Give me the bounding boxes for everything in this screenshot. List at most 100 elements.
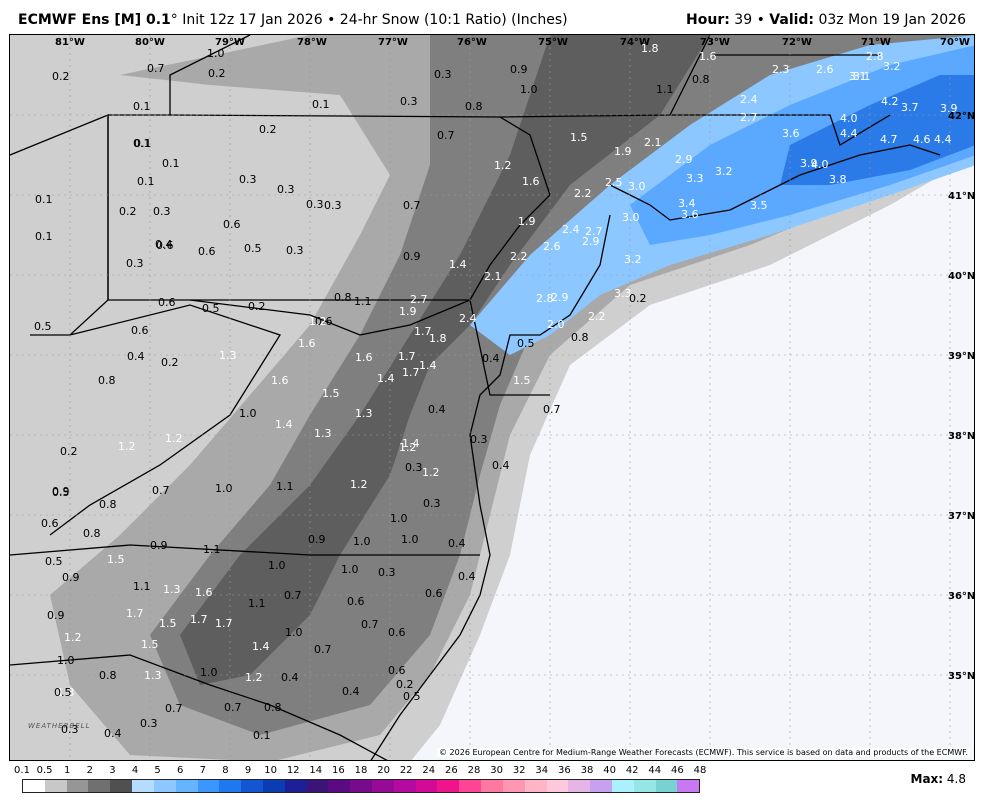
latitude-label: 40°N: [948, 271, 975, 282]
colorbar-tick-label: 38: [580, 765, 594, 776]
snow-amount-label: 3.0: [622, 211, 640, 224]
snow-amount-label: 1.6: [522, 175, 540, 188]
weatherbell-logo: WEATHERBELL: [28, 722, 91, 730]
snow-amount-label: 0.6: [158, 296, 176, 309]
snow-amount-label: 2.0: [547, 318, 565, 331]
snow-amount-label: 4.6: [913, 133, 931, 146]
colorbar-tick-label: 12: [286, 765, 300, 776]
snow-amount-label: 0.7: [437, 129, 455, 142]
snow-amount-label: 1.8: [429, 332, 447, 345]
snow-amount-label: 1.2: [165, 432, 183, 445]
latitude-label: 35°N: [948, 671, 975, 682]
snowfall-map[interactable]: 81°W 80°W 79°W 78°W 77°W 76°W 75°W 74°W …: [9, 34, 975, 761]
colorbar-tick-label: 1: [64, 765, 71, 776]
latitude-label: 36°N: [948, 591, 975, 602]
colorbar: [22, 779, 700, 793]
colorbar-swatch: [568, 780, 591, 792]
colorbar-tick-label: 44: [648, 765, 662, 776]
snow-amount-label: 2.8: [536, 292, 554, 305]
valid-value: 03z Mon 19 Jan 2026: [814, 12, 966, 28]
snow-amount-label: 0.8: [264, 701, 282, 714]
snow-amount-label: 1.4: [402, 437, 420, 450]
snow-amount-label: 0.5: [52, 486, 70, 499]
snow-amount-label: 0.9: [510, 63, 528, 76]
copyright-notice: © 2026 European Centre for Medium-Range …: [437, 748, 970, 757]
longitude-label: 78°W: [297, 37, 327, 48]
longitude-label: 72°W: [782, 37, 812, 48]
snow-amount-label: 1.7: [402, 366, 420, 379]
snow-amount-label: 2.2: [574, 187, 592, 200]
longitude-label: 74°W: [620, 37, 650, 48]
snow-amount-label: 1.0: [200, 666, 218, 679]
snow-amount-label: 0.4: [428, 403, 446, 416]
snow-amount-label: 0.6: [41, 517, 59, 530]
snow-amount-label: 4.4: [840, 127, 858, 140]
snow-amount-label: 1.9: [399, 305, 417, 318]
colorbar-swatch: [350, 780, 372, 792]
colorbar-tick-label: 2: [86, 765, 93, 776]
snow-amount-label: 0.2: [248, 300, 266, 313]
snow-amount-label: 0.7: [361, 618, 379, 631]
snow-amount-label: 1.1: [248, 597, 266, 610]
longitude-label: 73°W: [700, 37, 730, 48]
snow-amount-label: 0.9: [47, 609, 65, 622]
colorbar-swatch: [219, 780, 242, 792]
model-name: ECMWF Ens [M] 0.1: [18, 12, 171, 28]
ohio-border: [10, 114, 109, 336]
snow-amount-label: 3.5: [750, 199, 768, 212]
snow-amount-label: 1.6: [271, 374, 289, 387]
colorbar-tick-label: 24: [422, 765, 436, 776]
snow-amount-label: 1.4: [377, 372, 395, 385]
snow-amount-label: 1.4: [449, 258, 467, 271]
colorbar-tick-label: 8: [222, 765, 229, 776]
snow-amount-label: 0.2: [396, 678, 414, 691]
colorbar-tick-label: 5: [154, 765, 161, 776]
snow-amount-label: 1.0: [57, 654, 75, 667]
virginia-border: [10, 544, 480, 556]
colorbar-tick-label: 42: [625, 765, 639, 776]
colorbar-swatch: [197, 780, 220, 792]
colorbar-swatch: [677, 780, 700, 792]
snow-amount-label: 1.2: [350, 478, 368, 491]
latitude-label: 38°N: [948, 431, 975, 442]
snow-amount-label: 1.1: [203, 543, 221, 556]
colorbar-tick-label: 14: [309, 765, 323, 776]
max-label-text: Max:: [910, 772, 944, 786]
longitude-label: 81°W: [55, 37, 85, 48]
snow-amount-label: 0.1: [137, 175, 155, 188]
snow-amount-label: 2.8: [866, 50, 884, 63]
snow-amount-label: 0.3: [239, 173, 257, 186]
max-value: Max: 4.8: [911, 772, 966, 786]
colorbar-swatch: [328, 780, 351, 792]
snow-amount-label: 0.4: [448, 537, 466, 550]
snow-amount-label: 0.8: [692, 73, 710, 86]
snow-amount-label: 1.5: [159, 617, 177, 630]
snow-amount-label: 1.0: [268, 559, 286, 572]
snow-amount-label: 0.6: [315, 315, 333, 328]
snow-amount-label: 3.8: [829, 173, 847, 186]
snow-amount-label: 0.2: [119, 205, 137, 218]
product-name: 24-hr Snow (10:1 Ratio) (Inches): [339, 12, 568, 28]
snow-amount-label: 2.2: [510, 250, 528, 263]
init-time: Init 12z 17 Jan 2026: [177, 12, 323, 28]
snow-amount-label: 0.2: [161, 356, 179, 369]
colorbar-swatch: [393, 780, 416, 792]
longitude-label: 80°W: [135, 37, 165, 48]
snow-amount-label: 2.3: [772, 63, 790, 76]
latitude-label: 42°N: [948, 111, 975, 122]
snow-amount-label: 0.6: [425, 587, 443, 600]
snow-amount-label: 2.6: [543, 240, 561, 253]
snow-amount-label: 1.3: [355, 407, 373, 420]
colorbar-swatch: [590, 780, 612, 792]
snow-amount-label: 0.4: [342, 685, 360, 698]
snow-amount-label: 0.3: [423, 497, 441, 510]
snow-amount-label: 1.0: [341, 563, 359, 576]
colorbar-swatch: [415, 780, 438, 792]
snow-amount-label: 1.1: [133, 580, 151, 593]
snow-amount-label: 3.9: [800, 157, 818, 170]
snow-amount-label: 3.6: [782, 127, 800, 140]
snow-amount-label: 0.1: [312, 98, 330, 111]
valid-label: Valid:: [769, 12, 815, 28]
snow-amount-label: 1.7: [126, 607, 144, 620]
valid-separator: •: [752, 12, 770, 28]
